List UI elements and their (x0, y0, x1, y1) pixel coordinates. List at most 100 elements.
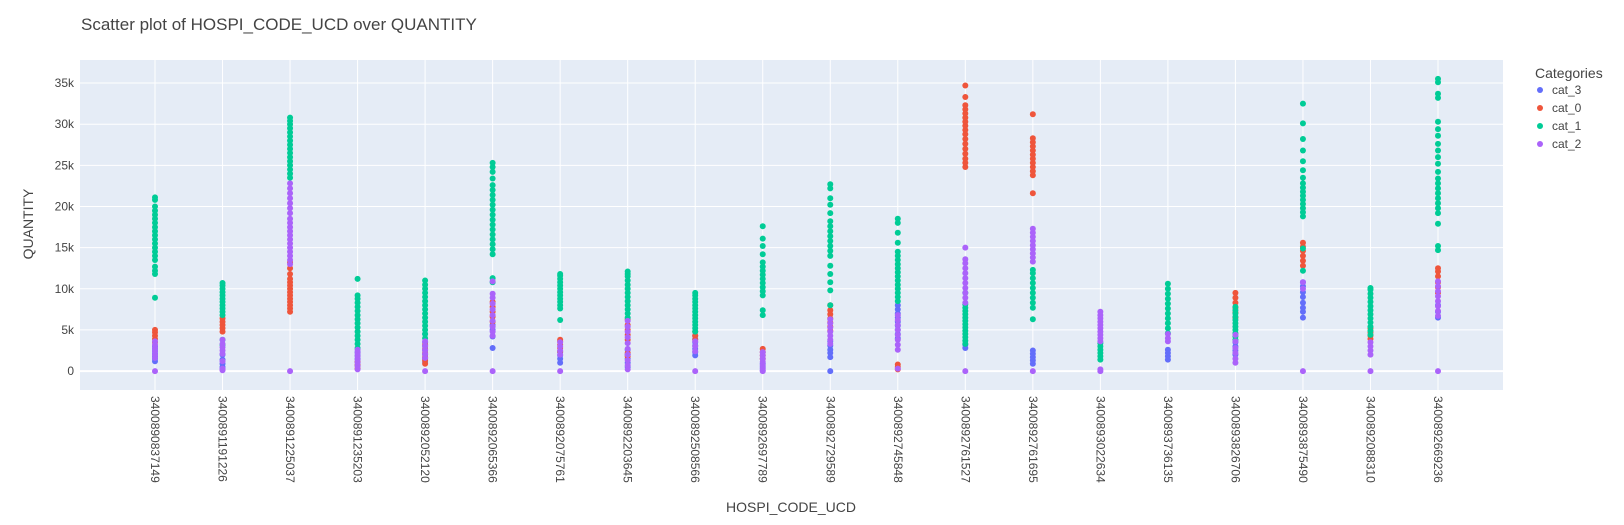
data-point-cat_1 (1164, 280, 1171, 287)
x-tick-label: 3400893875490 (1296, 396, 1310, 483)
data-point-cat_1 (354, 275, 361, 282)
data-point-cat_2 (1435, 312, 1441, 319)
data-point-cat_2 (624, 340, 631, 347)
data-point-cat_1 (422, 289, 429, 296)
data-point-cat_2 (1097, 308, 1104, 315)
data-point-cat_1 (624, 277, 631, 284)
data-point-cat_1 (827, 287, 834, 294)
data-point-cat_1 (1435, 90, 1441, 97)
data-point-cat_1 (827, 201, 834, 208)
data-point-cat_2 (962, 270, 969, 277)
data-point-cat_0 (1029, 159, 1036, 166)
data-point-cat_1 (759, 235, 766, 242)
data-point-cat_0 (962, 140, 969, 147)
legend-item-cat_1[interactable]: cat_1 (1552, 119, 1582, 133)
data-point-cat_1 (1029, 285, 1036, 291)
legend-item-cat_0[interactable]: cat_0 (1552, 101, 1582, 115)
data-point-cat_2 (1435, 368, 1441, 375)
data-point-cat_1 (624, 302, 631, 309)
data-point-cat_1 (287, 154, 294, 161)
data-point-cat_1 (489, 226, 496, 233)
data-point-cat_0 (962, 122, 969, 129)
data-point-cat_1 (1435, 160, 1441, 167)
data-point-cat_1 (1299, 184, 1306, 191)
legend-marker-cat_2[interactable] (1537, 141, 1543, 147)
data-point-cat_1 (1029, 275, 1036, 282)
data-point-cat_2 (759, 349, 766, 356)
data-point-cat_2 (1029, 250, 1036, 257)
legend-marker-cat_3[interactable] (1537, 87, 1543, 93)
data-point-cat_3 (1299, 299, 1306, 306)
data-point-cat_1 (422, 306, 429, 313)
data-point-cat_2 (1232, 331, 1239, 338)
data-point-cat_1 (1164, 325, 1171, 332)
data-point-cat_1 (1435, 140, 1441, 147)
data-point-cat_1 (557, 271, 564, 277)
data-point-cat_1 (759, 259, 766, 266)
data-point-cat_0 (1029, 155, 1036, 162)
data-point-cat_2 (692, 343, 699, 350)
data-point-cat_2 (287, 200, 294, 207)
data-point-cat_1 (152, 194, 158, 201)
data-point-cat_0 (287, 271, 294, 277)
y-tick-labels: 0 5k 10k 15k 20k 25k 30k 35k (55, 76, 75, 378)
legend-item-cat_3[interactable]: cat_3 (1552, 83, 1582, 97)
data-point-cat_3 (827, 354, 834, 361)
data-point-cat_1 (1164, 320, 1171, 327)
data-point-cat_3 (1299, 294, 1306, 300)
data-point-cat_2 (489, 278, 496, 285)
data-point-cat_0 (1299, 239, 1306, 246)
data-point-cat_1 (759, 292, 766, 299)
data-point-cat_2 (692, 348, 699, 355)
data-point-cat_2 (1232, 345, 1239, 351)
data-point-cat_1 (152, 263, 158, 270)
data-point-cat_1 (894, 289, 901, 296)
data-point-cat_2 (354, 346, 361, 353)
data-point-cat_0 (1029, 151, 1036, 158)
data-point-cat_1 (1435, 154, 1441, 161)
data-point-cat_0 (894, 361, 901, 368)
data-point-cat_0 (962, 145, 969, 152)
data-point-cat_1 (354, 324, 361, 331)
data-point-cat_2 (489, 312, 496, 319)
data-point-cat_1 (152, 248, 158, 255)
data-point-cat_2 (219, 358, 226, 365)
data-point-cat_1 (1164, 315, 1171, 322)
data-point-cat_1 (422, 298, 429, 305)
data-point-cat_1 (1435, 190, 1441, 197)
data-point-cat_1 (1299, 213, 1306, 220)
data-point-cat_1 (354, 320, 361, 327)
y-tick-label: 15k (55, 241, 75, 255)
data-point-cat_2 (287, 195, 294, 202)
data-point-cat_2 (287, 244, 294, 251)
legend-marker-cat_1[interactable] (1537, 123, 1543, 129)
data-point-cat_1 (354, 292, 361, 299)
data-point-cat_1 (1029, 280, 1036, 286)
data-point-cat_1 (489, 236, 496, 243)
data-point-cat_1 (759, 275, 766, 282)
legend-marker-cat_0[interactable] (1537, 105, 1543, 111)
data-point-cat_1 (422, 302, 429, 309)
data-point-cat_2 (962, 368, 969, 375)
data-point-cat_0 (1299, 257, 1306, 264)
data-point-cat_1 (287, 162, 294, 169)
data-point-cat_1 (624, 268, 631, 275)
data-point-cat_1 (1299, 245, 1306, 252)
data-point-cat_1 (894, 265, 901, 272)
data-point-cat_1 (422, 285, 429, 292)
data-point-cat_2 (1232, 355, 1239, 362)
x-tick-label: 3400892697789 (756, 396, 770, 483)
data-point-cat_1 (489, 241, 496, 248)
x-tick-label: 3400892065366 (486, 396, 500, 483)
data-point-cat_1 (894, 257, 901, 263)
data-point-cat_2 (962, 299, 969, 306)
data-point-cat_1 (1299, 147, 1306, 154)
data-point-cat_1 (827, 210, 834, 217)
data-point-cat_1 (1435, 94, 1441, 101)
data-point-cat_2 (1164, 331, 1171, 337)
legend-item-cat_2[interactable]: cat_2 (1552, 137, 1582, 151)
data-point-cat_0 (1435, 265, 1441, 272)
data-point-cat_1 (1367, 323, 1374, 330)
data-point-cat_1 (1164, 285, 1171, 292)
data-point-cat_2 (1029, 242, 1036, 249)
